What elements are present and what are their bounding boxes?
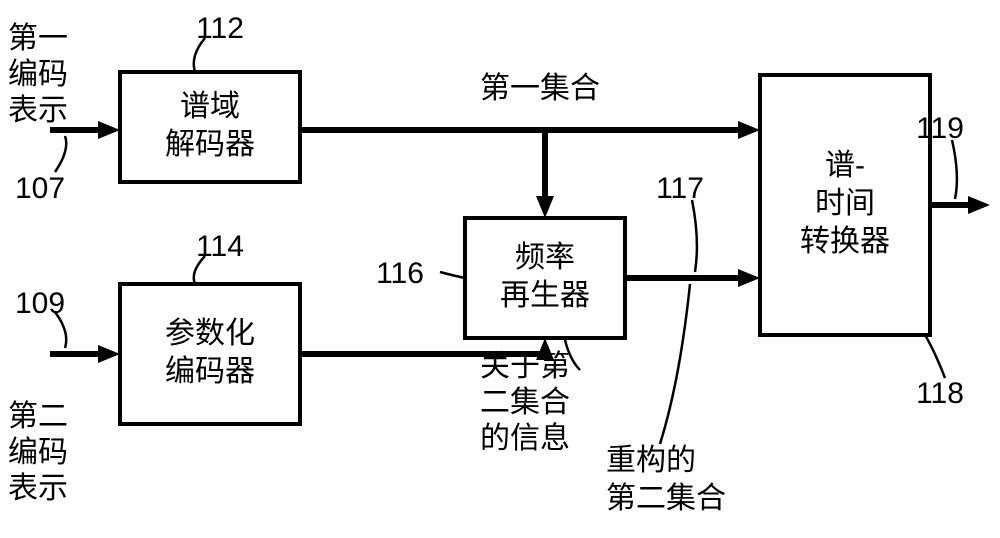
ref-109: 109 bbox=[15, 287, 65, 320]
ref-117: 117 bbox=[656, 172, 704, 205]
svg-text:表示: 表示 bbox=[8, 94, 68, 127]
svg-text:编码: 编码 bbox=[8, 58, 68, 91]
block-spec_time_converter: 谱- 时间转换器 bbox=[760, 75, 930, 335]
ref-118: 118 bbox=[916, 377, 964, 410]
svg-text:第二: 第二 bbox=[8, 400, 68, 433]
block-parametric_encoder: 参数化编码器 bbox=[120, 284, 300, 424]
svg-text:的信息: 的信息 bbox=[480, 422, 570, 455]
svg-text:编码: 编码 bbox=[8, 436, 68, 469]
block-label: 谱- bbox=[825, 149, 865, 182]
svg-text:表示: 表示 bbox=[8, 472, 68, 505]
block-label: 解码器 bbox=[165, 128, 255, 161]
svg-text:重构的: 重构的 bbox=[606, 444, 696, 477]
block-label: 频率 bbox=[515, 241, 575, 274]
svg-text:第二集合: 第二集合 bbox=[606, 482, 726, 515]
block-label: 编码器 bbox=[165, 355, 255, 388]
ref-114: 114 bbox=[196, 230, 244, 263]
ref-119: 119 bbox=[916, 112, 964, 145]
svg-text:二集合: 二集合 bbox=[480, 386, 570, 419]
block-label: 时间 bbox=[815, 187, 875, 220]
svg-text:第一: 第一 bbox=[8, 22, 68, 55]
block-freq_regenerator: 频率再生器 bbox=[465, 218, 625, 338]
block-spectral_decoder: 谱域解码器 bbox=[120, 72, 300, 182]
ref-112: 112 bbox=[196, 12, 244, 45]
ref-116: 116 bbox=[376, 257, 424, 290]
block-label: 参数化 bbox=[165, 317, 255, 350]
diagram-canvas: 谱域解码器参数化编码器频率再生器谱-时间转换器第一编码表示第二编码表示第一集合关… bbox=[0, 0, 1000, 538]
block-label: 再生器 bbox=[500, 279, 590, 312]
label-first-set: 第一集合 bbox=[480, 72, 600, 105]
ref-107: 107 bbox=[15, 172, 65, 205]
block-label: 谱域 bbox=[180, 90, 240, 123]
block-label: 转换器 bbox=[800, 225, 890, 258]
svg-text:关于第: 关于第 bbox=[480, 350, 570, 383]
